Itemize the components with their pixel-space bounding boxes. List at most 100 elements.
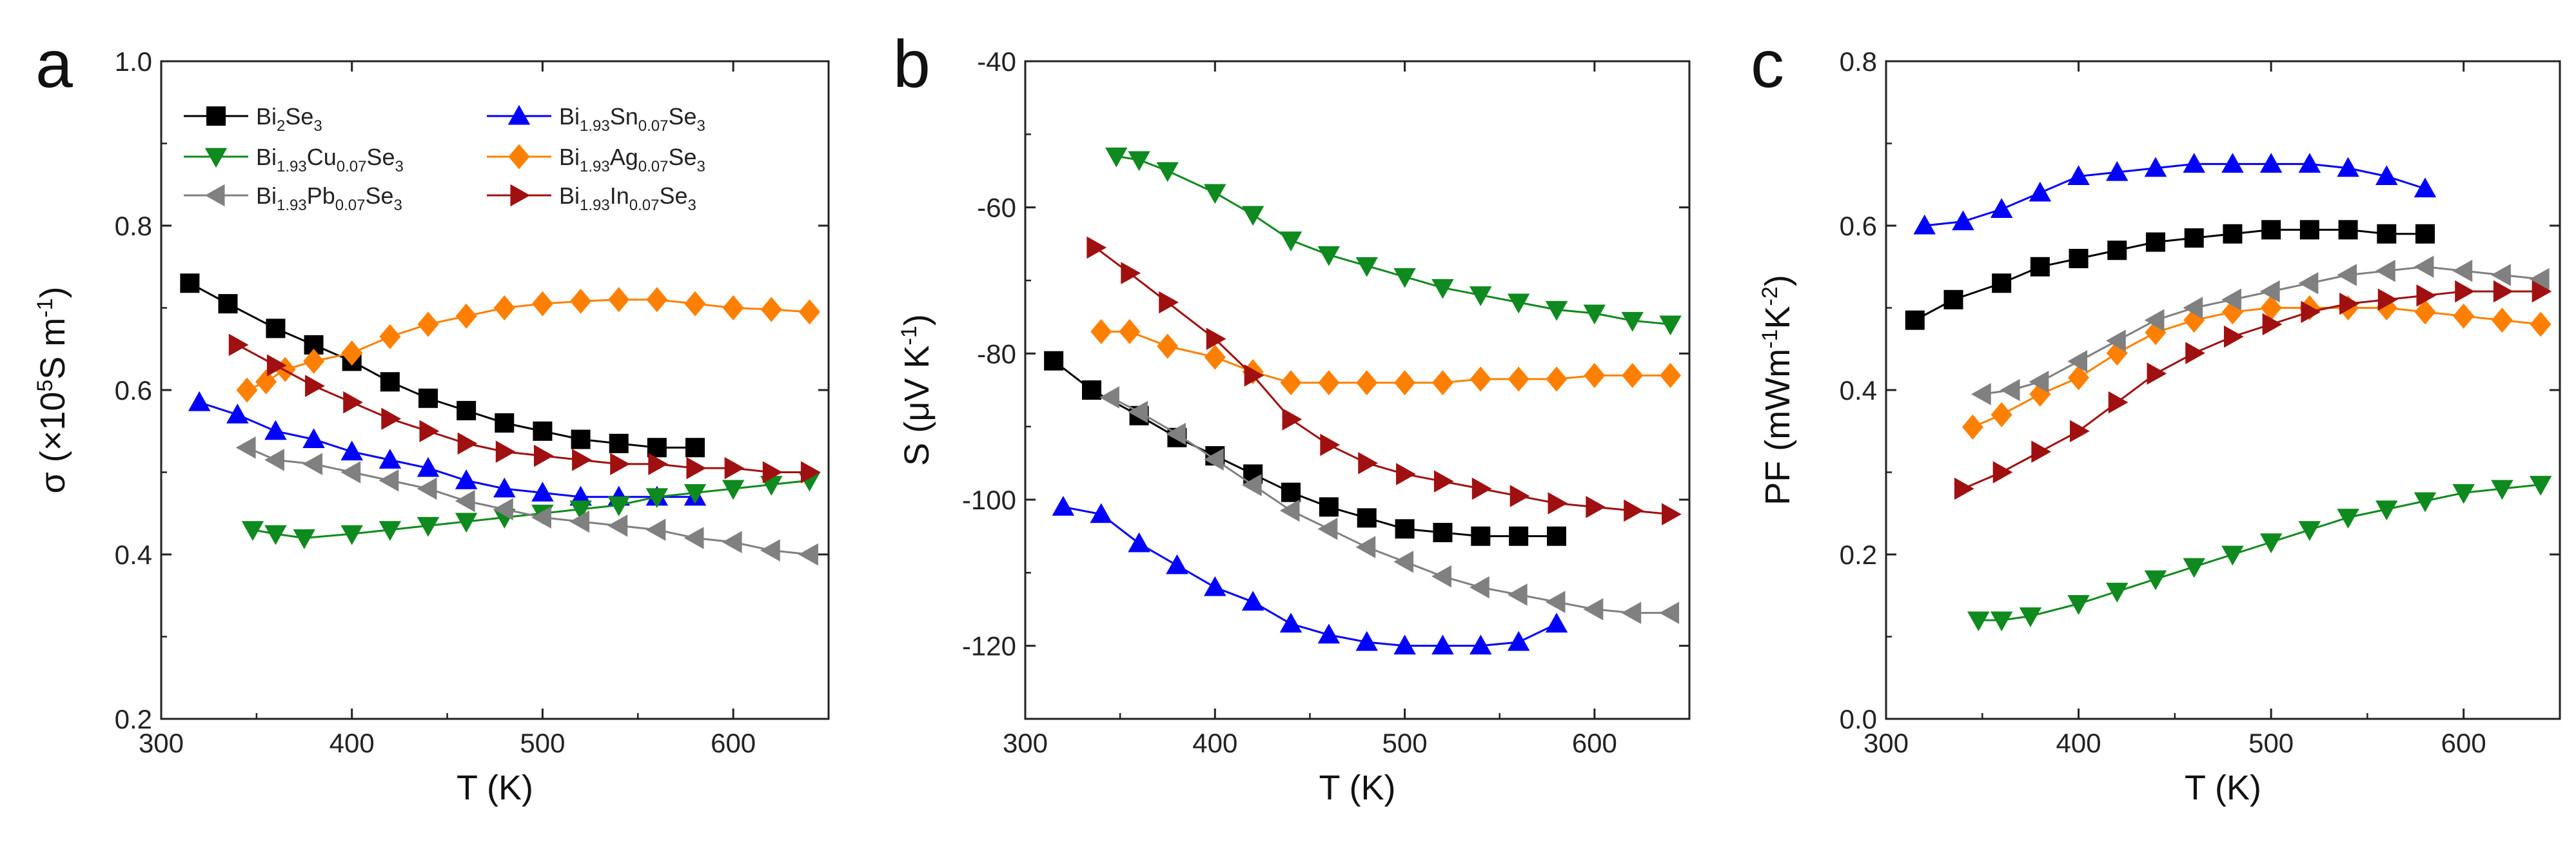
data-point-sn: [455, 469, 478, 489]
data-point-pb: [2000, 378, 2020, 402]
legend-label-part: Se: [366, 182, 394, 209]
data-point-in: [495, 440, 516, 463]
legend-label-part: Bi: [256, 182, 277, 209]
legend-label-part: Bi: [256, 103, 277, 130]
data-point-bise: [1082, 380, 1101, 400]
data-point-bise: [1357, 508, 1377, 528]
legend-label-bise: Bi2Se3: [256, 103, 322, 135]
data-point-bise: [2069, 249, 2089, 268]
data-point-pb: [2337, 264, 2357, 286]
data-point-in: [1992, 461, 2013, 484]
series-sn: [1913, 153, 2437, 235]
data-point-sn: [1090, 503, 1112, 524]
data-point-ag: [379, 324, 401, 349]
data-point-cu: [2529, 476, 2552, 496]
series-line-sn: [1924, 162, 2426, 227]
data-point-bise: [2338, 220, 2358, 240]
data-point-pb: [683, 527, 704, 549]
data-point-in: [1206, 328, 1226, 350]
data-point-in: [381, 407, 402, 430]
data-point-bise: [1943, 289, 1963, 309]
data-point-cu: [2452, 484, 2475, 504]
data-point-pb: [1583, 598, 1604, 621]
data-point-cu: [264, 525, 287, 545]
legend-label-sn: Bi1.93Sn0.07Se3: [559, 103, 705, 135]
y-tick-label: 0.2: [1840, 540, 1877, 570]
x-axis-label: T (K): [1319, 769, 1396, 807]
data-point-in: [1244, 364, 1264, 387]
legend-label-part: 3: [697, 158, 705, 175]
data-point-sn: [1545, 612, 1568, 633]
series-sn: [1052, 496, 1568, 655]
series-line-cu: [252, 479, 810, 540]
data-point-sn: [379, 449, 402, 469]
data-point-in: [762, 461, 783, 484]
data-point-in: [572, 449, 592, 471]
legend-label-part: 1.93: [580, 197, 610, 214]
y-axis-label-superscript: -1: [1758, 329, 1782, 349]
data-point-cu: [1241, 206, 1264, 226]
data-point-cu: [2221, 545, 2244, 566]
data-point-in: [2455, 280, 2475, 303]
data-point-sn: [2183, 153, 2205, 173]
data-point-ag: [2260, 295, 2282, 320]
data-point-sn: [1317, 623, 1341, 644]
data-point-pb: [1393, 551, 1414, 573]
data-point-pb: [2106, 329, 2126, 352]
x-tick-label: 300: [1003, 728, 1048, 758]
data-point-sn: [302, 428, 325, 448]
legend-label-part: Sn: [610, 103, 638, 130]
data-point-cu: [293, 529, 316, 549]
data-point-cu: [379, 521, 402, 541]
data-point-sn: [188, 391, 211, 411]
data-point-in: [2223, 325, 2244, 348]
x-tick-label: 500: [1382, 728, 1428, 758]
data-point-cu: [1431, 279, 1454, 299]
legend-label-part: 1.93: [277, 158, 307, 175]
y-axis-label-part: S (μV K: [898, 346, 936, 466]
data-point-cu: [1507, 293, 1530, 314]
data-point-bise: [571, 429, 591, 449]
series-line-cu: [1116, 155, 1671, 326]
data-point-in: [2185, 342, 2205, 364]
data-point-pb: [2221, 288, 2241, 311]
legend-label-part: Bi: [559, 103, 580, 130]
data-point-pb: [235, 436, 256, 459]
data-point-pb: [2144, 309, 2165, 331]
x-axis-label: T (K): [2185, 769, 2261, 807]
data-point-pb: [607, 514, 628, 537]
legend-label-part: Se: [669, 103, 697, 130]
data-point-cu: [1393, 268, 1416, 288]
data-point-pb: [1355, 536, 1376, 558]
data-point-bise: [2107, 240, 2127, 260]
data-point-cu: [607, 496, 630, 516]
data-point-cu: [1659, 315, 1682, 336]
data-point-ag: [684, 291, 706, 317]
data-point-ag: [493, 295, 515, 320]
data-point-pb: [1621, 602, 1642, 624]
y-tick-label: 0.0: [1840, 704, 1877, 734]
data-point-sn: [1952, 210, 1974, 231]
series-line-ag: [1972, 307, 2541, 428]
data-point-sn: [2259, 153, 2283, 173]
legend-marker-ag: [508, 144, 530, 170]
data-point-pb: [1470, 576, 1490, 599]
data-point-bise: [218, 294, 238, 314]
y-axis-label-superscript: -1: [897, 326, 921, 345]
legend-label-part: 0.07: [638, 117, 669, 135]
data-point-pb: [493, 498, 513, 521]
data-point-in: [2301, 300, 2321, 324]
x-tick-label: 300: [139, 728, 184, 758]
data-point-in: [266, 354, 287, 377]
data-point-bise: [266, 318, 286, 338]
panel-letter-a: a: [35, 27, 73, 102]
data-point-cu: [1317, 246, 1341, 266]
legend-label-part: 0.07: [335, 197, 366, 214]
data-point-sn: [2144, 157, 2167, 177]
data-point-ag: [255, 369, 277, 395]
data-point-in: [2108, 391, 2129, 414]
series-in: [1954, 280, 2552, 500]
legend-label-part: 0.07: [337, 158, 367, 175]
legend-label-part: 3: [395, 158, 404, 175]
data-point-sn: [531, 482, 554, 502]
